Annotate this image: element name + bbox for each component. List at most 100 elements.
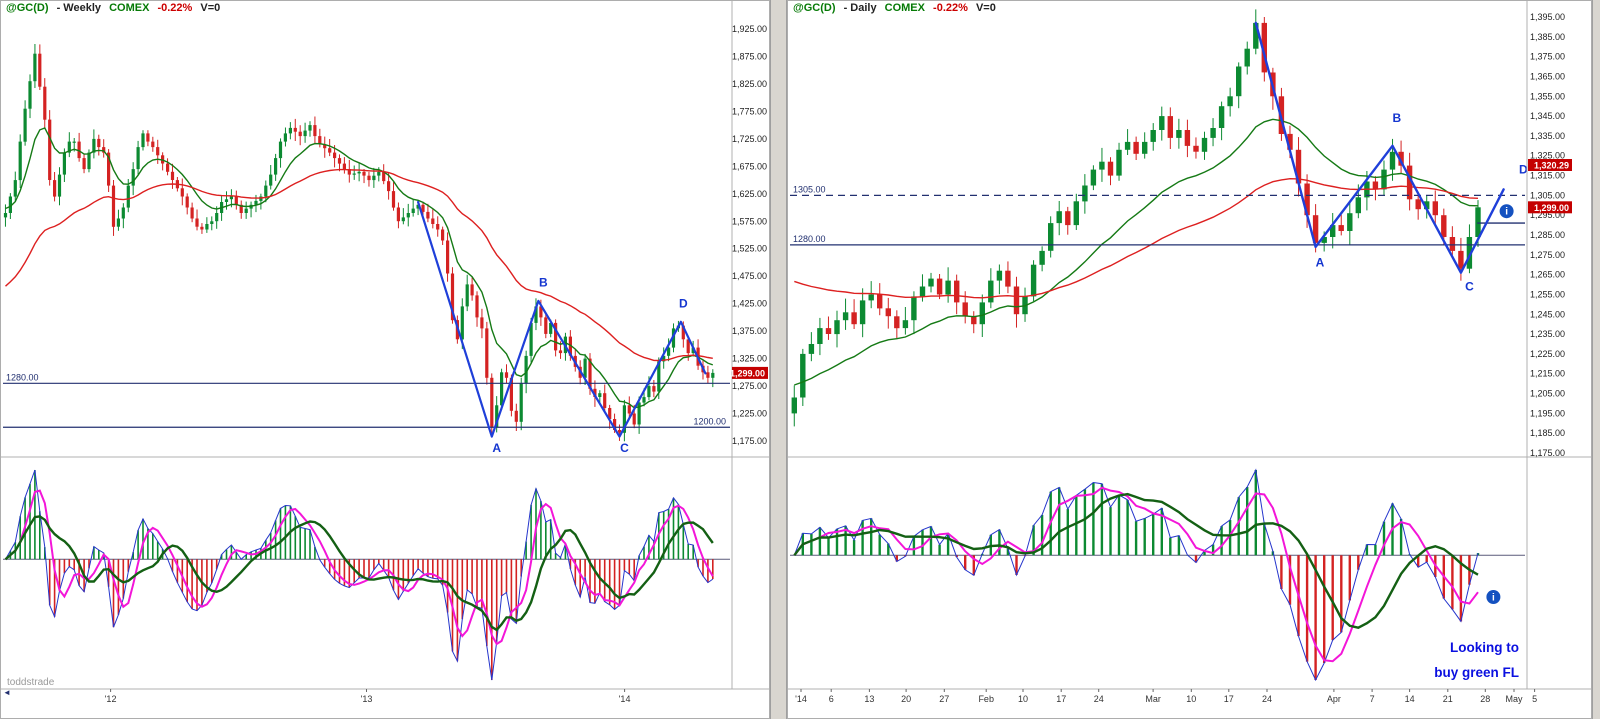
price-tick-label: 1,265.00 <box>1530 270 1565 280</box>
swing-label-B: B <box>539 276 548 290</box>
ma-slow-line <box>794 177 1479 299</box>
symbol-label: @GC(D) <box>793 2 836 14</box>
trade-note-line1: Looking to <box>1450 640 1519 655</box>
price-tick-label: 1,295.00 <box>1530 210 1565 220</box>
price-tick-label: 1,225.00 <box>732 409 767 419</box>
horizontal-lines: 1280.00 1200.00 <box>3 372 730 428</box>
price-tick-label: 1,385.00 <box>1530 32 1565 42</box>
time-axis[interactable]: '14 6 13 20 27 Feb 10 17 24 Mar 10 17 24 Apr 7 14 21 28 Ma… <box>795 689 1537 704</box>
price-badge-label: 1,320.29 <box>1534 161 1569 171</box>
price-tick-label: 1,205.00 <box>1530 389 1565 399</box>
exchange-label: COMEX <box>884 2 925 14</box>
time-tick-label: 10 <box>1018 694 1028 704</box>
price-tick-label: 1,875.00 <box>732 52 767 62</box>
chart-header-weekly: @GC(D) - Weekly COMEX -0.22% V=0 <box>6 2 225 14</box>
time-tick-label: 20 <box>901 694 911 704</box>
swing-label-C: C <box>620 441 629 455</box>
chart-panel-weekly: 1280.00 1200.00 A B C D 1,925.00 1,875.00 1,825.… <box>0 0 770 719</box>
indicator-envelope-line <box>5 469 714 681</box>
price-tick-label: 1,395.00 <box>1530 12 1565 22</box>
price-tick-label: 1,235.00 <box>1530 329 1565 339</box>
price-tick-label: 1,335.00 <box>1530 131 1565 141</box>
price-tick-label: 1,365.00 <box>1530 72 1565 82</box>
interval-label: - Weekly <box>56 2 101 14</box>
exchange-label: COMEX <box>109 2 150 14</box>
ma-fast-line <box>5 127 714 409</box>
time-tick-label: '12 <box>105 694 117 704</box>
price-tick-label: 1,185.00 <box>1530 428 1565 438</box>
price-tick-label: 1,825.00 <box>732 79 767 89</box>
scrollbar-left-arrow-icon[interactable]: ◄ <box>3 688 11 697</box>
time-tick-label: 10 <box>1186 694 1196 704</box>
ma-slow-line <box>5 168 713 362</box>
symbol-label: @GC(D) <box>6 2 49 14</box>
price-tick-label: 1,325.00 <box>1530 151 1565 161</box>
scrollbar-strip[interactable] <box>1592 0 1600 719</box>
zigzag-abcd-line <box>417 200 707 438</box>
info-icon[interactable]: i <box>1486 590 1501 604</box>
time-tick-label: 21 <box>1443 694 1453 704</box>
price-tick-label: 1,345.00 <box>1530 111 1565 121</box>
info-icon[interactable]: i <box>1499 204 1514 219</box>
price-axis[interactable]: 1,395.00 1,385.00 1,375.00 1,365.00 1,355.00… <box>1528 12 1572 458</box>
price-tick-label: 1,195.00 <box>1530 408 1565 418</box>
swing-label-A: A <box>1316 256 1325 270</box>
trade-note: Looking to buy green FL <box>1434 635 1519 685</box>
svg-text:i: i <box>1505 207 1508 218</box>
weekly-chart-canvas[interactable]: 1280.00 1200.00 A B C D 1,925.00 1,875.00 1,825.… <box>1 1 769 718</box>
time-tick-label: '14 <box>619 694 631 704</box>
time-tick-label: '14 <box>795 694 807 704</box>
ma-fast-line <box>794 118 1479 386</box>
price-tick-label: 1,575.00 <box>732 216 767 226</box>
swing-label-A: A <box>492 441 501 455</box>
price-tick-label: 1,925.00 <box>732 24 767 34</box>
time-tick-label: Mar <box>1145 694 1161 704</box>
time-tick-label: 24 <box>1094 694 1104 704</box>
price-tick-label: 1,305.00 <box>1530 190 1565 200</box>
candlestick-series <box>3 44 715 442</box>
time-tick-label: 13 <box>864 694 874 704</box>
price-tick-label: 1,325.00 <box>732 354 767 364</box>
daily-chart-canvas[interactable]: 1305.00 1280.00 A B C D 1,395.00 1,385.00 1,375.… <box>788 1 1591 718</box>
time-tick-label: '13 <box>361 694 373 704</box>
price-tick-label: 1,675.00 <box>732 161 767 171</box>
interval-label: - Daily <box>843 2 877 14</box>
swing-label-B: B <box>1392 111 1401 125</box>
price-tick-label: 1,725.00 <box>732 134 767 144</box>
swing-label-D: D <box>1519 163 1528 177</box>
time-axis[interactable]: '12 '13 '14 <box>105 689 631 704</box>
price-badge-label: 1,299.00 <box>1534 203 1569 213</box>
price-tick-label: 1,225.00 <box>1530 349 1565 359</box>
price-badge-label: 1,299.00 <box>730 368 765 378</box>
indicator-fast-line <box>793 486 1479 663</box>
time-tick-label: 14 <box>1405 694 1415 704</box>
price-tick-label: 1,245.00 <box>1530 309 1565 319</box>
price-tick-label: 1,355.00 <box>1530 91 1565 101</box>
price-tick-label: 1,315.00 <box>1530 171 1565 181</box>
indicator-slow-line <box>4 515 714 632</box>
indicator-fast-line <box>4 489 714 646</box>
price-tick-label: 1,625.00 <box>732 189 767 199</box>
trade-note-line2: buy green FL <box>1434 665 1519 680</box>
time-tick-label: 17 <box>1056 694 1066 704</box>
price-badge <box>1528 201 1572 214</box>
time-tick-label: 6 <box>829 694 834 704</box>
watermark: toddstrade <box>7 677 55 688</box>
price-tick-label: 1,275.00 <box>732 381 767 391</box>
price-tick-label: 1,175.00 <box>732 436 767 446</box>
indicator-histogram <box>801 470 1480 680</box>
volume-label: V=0 <box>975 2 996 14</box>
indicator-slow-line <box>793 492 1479 629</box>
change-label: -0.22% <box>933 2 968 14</box>
indicator-histogram <box>9 470 714 680</box>
price-level-label: 1305.00 <box>793 184 826 194</box>
price-level-label: 1200.00 <box>693 416 726 426</box>
price-tick-label: 1,215.00 <box>1530 369 1565 379</box>
price-tick-label: 1,525.00 <box>732 244 767 254</box>
panel-splitter[interactable] <box>770 0 787 719</box>
price-tick-label: 1,375.00 <box>732 326 767 336</box>
time-tick-label: 27 <box>939 694 949 704</box>
volume-label: V=0 <box>200 2 221 14</box>
price-axis[interactable]: 1,925.00 1,875.00 1,825.00 1,775.00 1,725.00… <box>730 24 768 446</box>
